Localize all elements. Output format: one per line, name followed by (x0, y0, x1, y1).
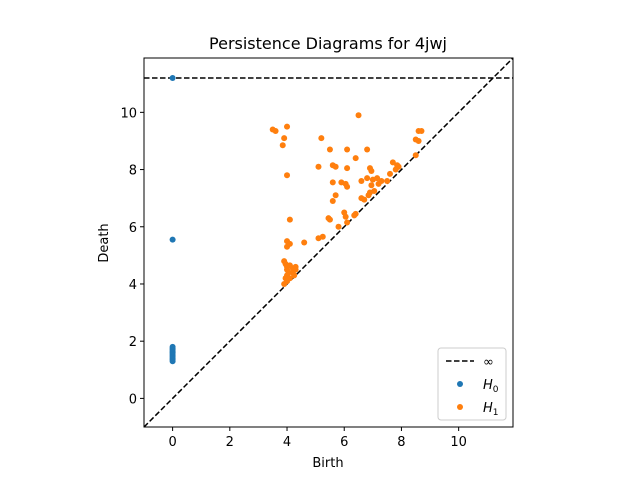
legend-item: ∞ (446, 355, 494, 370)
y-tick-label: 4 (129, 278, 137, 293)
data-point (395, 163, 402, 170)
points-layer (169, 75, 425, 365)
data-point (332, 163, 339, 170)
data-point (286, 275, 293, 282)
data-point (301, 239, 308, 246)
plot-frame (143, 57, 514, 428)
data-point (418, 127, 425, 134)
series-h0 (169, 75, 176, 365)
data-point (279, 142, 286, 149)
y-tick-label: 10 (120, 106, 137, 121)
data-point (284, 172, 291, 179)
y-tick-label: 6 (129, 221, 137, 236)
legend-label: H1 (483, 401, 499, 418)
data-point (292, 266, 299, 273)
data-point (364, 175, 371, 182)
data-point (364, 146, 371, 153)
data-point (169, 236, 176, 243)
data-point (344, 183, 351, 190)
legend-dot-marker (457, 381, 463, 387)
data-point (169, 75, 176, 82)
legend-box (437, 347, 507, 421)
x-tick-label: 0 (168, 435, 176, 450)
data-point (389, 159, 396, 166)
legend: ∞ H0 H1 (437, 347, 507, 421)
data-point (368, 182, 375, 189)
data-point (361, 196, 368, 203)
data-point (169, 358, 176, 365)
data-point (412, 136, 419, 143)
x-tick-label: 4 (283, 435, 291, 450)
data-point (286, 216, 293, 223)
data-point (272, 127, 279, 134)
diagonal-line (143, 57, 514, 428)
x-axis-label: Birth (312, 456, 343, 471)
data-point (342, 213, 349, 220)
data-point (368, 167, 375, 174)
data-point (355, 112, 362, 119)
y-axis-label: Death (97, 223, 112, 262)
data-point (326, 146, 333, 153)
x-tick-label: 8 (397, 435, 405, 450)
data-point (315, 163, 322, 170)
data-point (375, 180, 382, 187)
data-point (319, 233, 326, 240)
data-point (384, 178, 391, 184)
data-point (286, 240, 293, 247)
data-point (329, 198, 336, 205)
data-point (281, 280, 288, 287)
legend-label: ∞ (483, 355, 494, 370)
data-point (291, 272, 298, 279)
data-point (326, 216, 333, 223)
data-point (281, 135, 288, 142)
data-point (284, 123, 291, 130)
legend-item: H0 (457, 378, 499, 395)
plot-area (143, 57, 514, 428)
y-tick-label: 8 (129, 164, 137, 179)
data-point (374, 175, 381, 182)
data-point (344, 146, 351, 153)
data-point (344, 219, 351, 226)
y-tick-label: 2 (129, 335, 137, 350)
data-point (344, 165, 351, 172)
data-point (387, 170, 393, 177)
data-point (332, 192, 339, 199)
legend-dot-marker (457, 404, 463, 410)
x-tick-label: 2 (226, 435, 234, 450)
data-point (358, 178, 365, 184)
diagonal-layer (143, 57, 514, 428)
data-point (318, 135, 325, 142)
legend-label: H0 (483, 378, 499, 395)
x-tick-label: 6 (340, 435, 348, 450)
data-point (351, 212, 358, 219)
x-tick-label: 10 (450, 435, 467, 450)
data-point (365, 192, 372, 199)
data-point (352, 155, 359, 162)
series-h1 (269, 112, 425, 287)
legend-item: H1 (457, 401, 499, 418)
data-point (329, 179, 336, 186)
y-axis-ticks: 0 2 4 6 8 10 (120, 106, 144, 407)
x-axis-ticks: 0 2 4 6 8 10 (168, 427, 467, 450)
chart-title: Persistence Diagrams for 4jwj (209, 34, 447, 53)
data-point (412, 152, 419, 159)
y-tick-label: 0 (129, 392, 137, 407)
data-point (335, 223, 342, 230)
